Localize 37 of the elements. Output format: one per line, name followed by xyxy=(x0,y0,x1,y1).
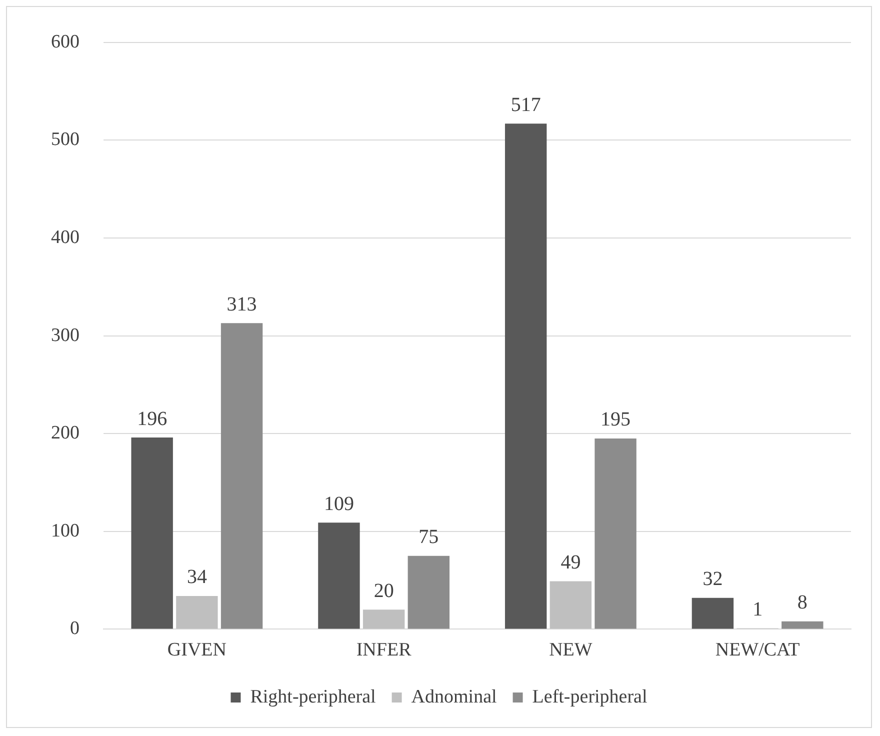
bar xyxy=(594,438,636,629)
data-label: 34 xyxy=(186,566,207,588)
bar xyxy=(692,598,734,629)
data-label: 8 xyxy=(797,592,808,614)
bar xyxy=(131,438,173,629)
legend-label: Left-peripheral xyxy=(532,686,648,708)
x-tick-label: NEW xyxy=(549,640,592,661)
bar xyxy=(362,610,405,629)
legend-label: Adnominal xyxy=(411,686,497,708)
y-tick-label: 400 xyxy=(51,226,80,248)
y-tick-label: 200 xyxy=(51,422,80,444)
data-label: 517 xyxy=(510,94,541,116)
data-label: 109 xyxy=(324,492,354,515)
data-label: 196 xyxy=(137,408,168,430)
y-tick-label: 0 xyxy=(70,618,80,640)
data-label: 313 xyxy=(226,293,257,316)
x-tick-label: NEW/CAT xyxy=(715,640,800,661)
bar xyxy=(176,596,218,629)
data-label: 20 xyxy=(374,580,394,602)
data-label: 75 xyxy=(418,526,439,548)
bar xyxy=(318,522,360,629)
bar xyxy=(782,621,824,629)
x-tick-label: GIVEN xyxy=(167,640,227,661)
bar xyxy=(220,323,263,629)
data-label: 32 xyxy=(702,568,723,590)
y-tick-label: 300 xyxy=(51,324,80,346)
bar xyxy=(504,124,547,629)
data-label: 49 xyxy=(560,552,581,574)
data-label: 195 xyxy=(600,408,631,431)
data-label: 1 xyxy=(752,598,763,620)
y-tick-label: 100 xyxy=(51,520,80,542)
x-tick-label: INFER xyxy=(356,640,412,661)
y-tick-label: 500 xyxy=(51,129,80,150)
bar xyxy=(408,556,450,629)
legend-label: Right-peripheral xyxy=(250,686,376,708)
bar xyxy=(550,581,592,629)
y-tick-label: 600 xyxy=(51,31,80,52)
